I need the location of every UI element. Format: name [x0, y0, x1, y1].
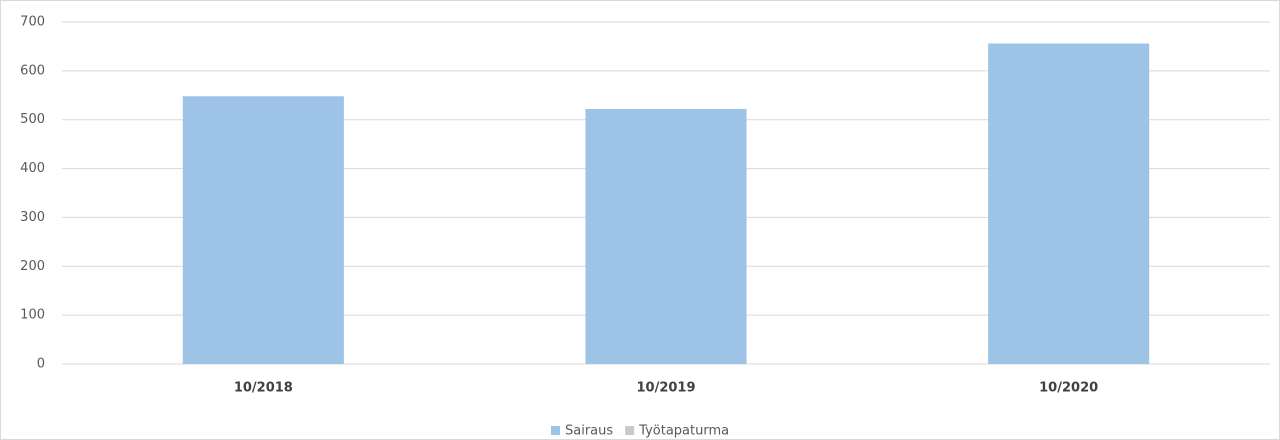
y-tick-label: 0	[37, 357, 45, 372]
legend-swatch	[625, 426, 635, 435]
x-tick-label: 10/2019	[636, 381, 695, 396]
y-tick-label: 100	[20, 308, 45, 323]
legend-label: Työtapaturma	[638, 424, 729, 439]
y-tick-label: 700	[20, 15, 45, 30]
x-tick-label: 10/2018	[234, 381, 293, 396]
bar	[988, 43, 1150, 365]
bar	[585, 108, 747, 364]
x-tick-label: 10/2020	[1039, 381, 1098, 396]
legend-label: Sairaus	[565, 424, 613, 439]
y-tick-label: 600	[20, 63, 45, 78]
y-tick-label: 200	[20, 259, 45, 274]
y-tick-label: 500	[20, 112, 45, 127]
bar	[182, 96, 344, 365]
y-tick-label: 400	[20, 161, 45, 176]
y-tick-label: 300	[20, 210, 45, 225]
legend-swatch	[551, 426, 560, 435]
